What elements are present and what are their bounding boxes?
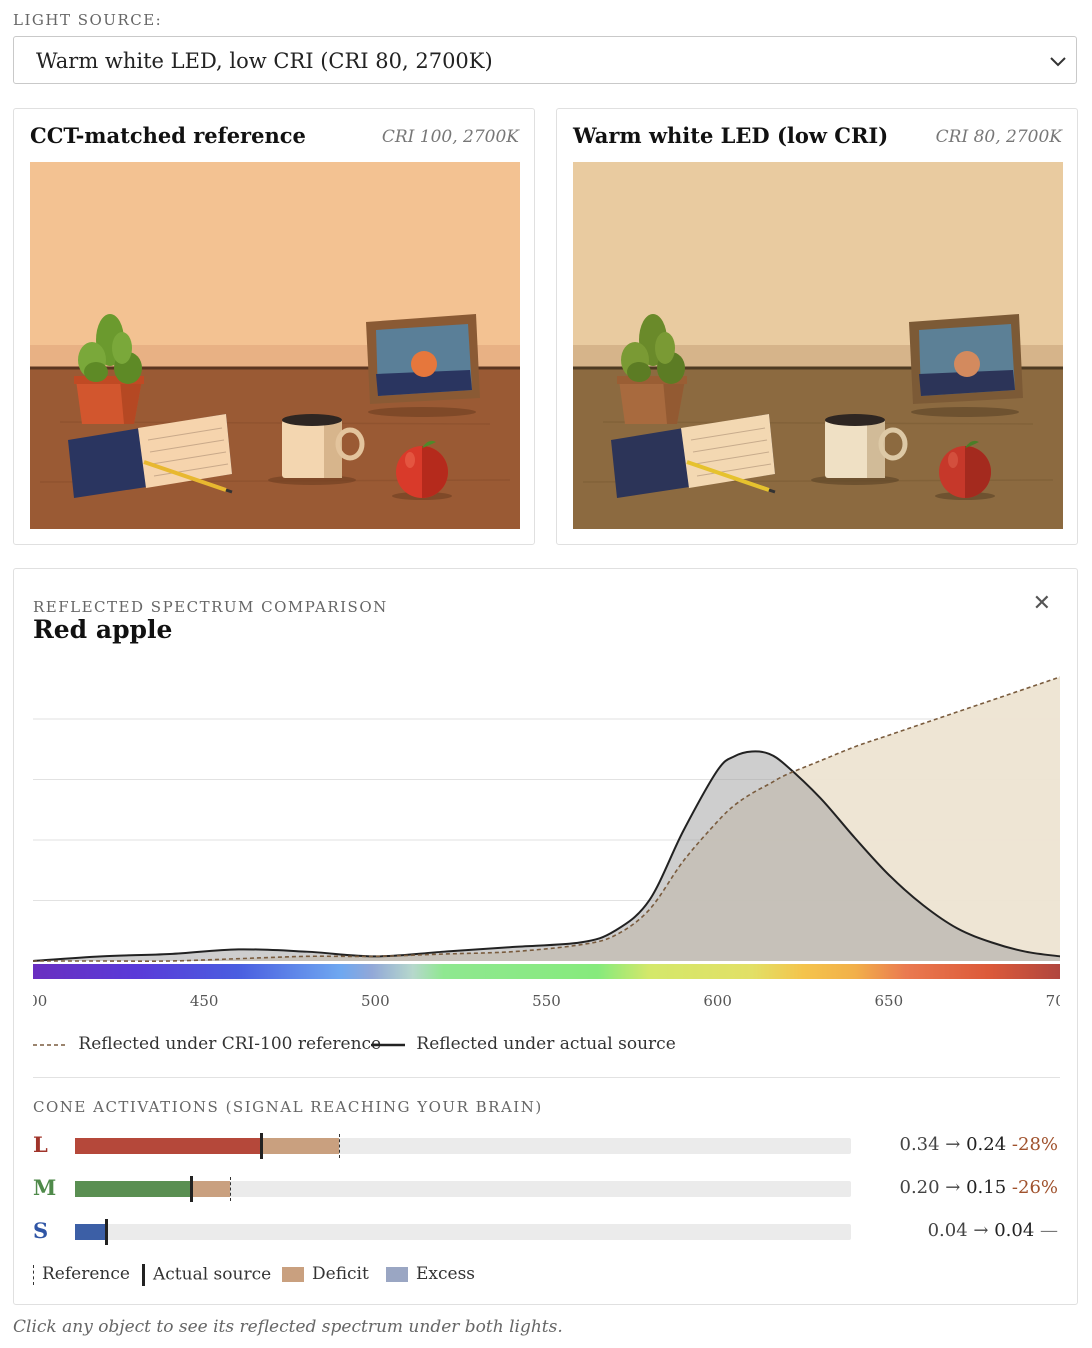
spectrum-chart: 400 450 500 550 600 650 700 bbox=[33, 676, 1060, 1010]
arrow-icon: → bbox=[939, 1134, 967, 1155]
scene-reference bbox=[30, 162, 520, 529]
warm-led-panel: Warm white LED (low CRI) CRI 80, 2700K bbox=[556, 108, 1078, 545]
divider bbox=[33, 1077, 1060, 1078]
cone-value-before: 0.34 bbox=[899, 1134, 940, 1155]
bar-legend-actual: Actual source bbox=[142, 1264, 271, 1286]
cone-actual-marker bbox=[260, 1133, 264, 1159]
cone-change: -26% bbox=[1006, 1177, 1058, 1198]
x-tick-label: 600 bbox=[703, 992, 732, 1010]
cone-value-after: 0.15 bbox=[966, 1177, 1007, 1198]
red-apple[interactable] bbox=[392, 440, 452, 500]
coffee-mug[interactable] bbox=[811, 414, 908, 485]
cone-track bbox=[75, 1133, 851, 1159]
cone-letter-l: L bbox=[33, 1132, 48, 1157]
picture-frame[interactable] bbox=[909, 314, 1023, 417]
cone-deficit-bar bbox=[261, 1138, 339, 1154]
light-source-selected: Warm white LED, low CRI (CRI 80, 2700K) bbox=[36, 49, 493, 73]
arrow-icon: → bbox=[967, 1220, 995, 1241]
dashed-line-swatch bbox=[33, 1043, 67, 1046]
x-tick-label: 450 bbox=[190, 992, 219, 1010]
panel-subtitle: CRI 100, 2700K bbox=[381, 127, 519, 147]
legend-actual: Reflected under actual source bbox=[371, 1034, 676, 1054]
cone-letter-m: M bbox=[33, 1175, 57, 1200]
notebook[interactable] bbox=[68, 414, 233, 498]
cone-value-before: 0.04 bbox=[927, 1220, 968, 1241]
cone-actual-bar bbox=[75, 1181, 192, 1197]
reference-panel: CCT-matched reference CRI 100, 2700K bbox=[13, 108, 535, 545]
spectrum-card: REFLECTED SPECTRUM COMPARISON Red apple … bbox=[13, 568, 1078, 1305]
reference-line bbox=[33, 676, 1060, 962]
scene-warm-led bbox=[573, 162, 1063, 529]
x-tick-label: 400 bbox=[33, 992, 47, 1010]
spectrum-title: Red apple bbox=[33, 615, 173, 644]
cone-value-before: 0.20 bbox=[899, 1177, 940, 1198]
spectrum-bar bbox=[33, 964, 1060, 979]
arrow-icon: → bbox=[939, 1177, 967, 1198]
cone-letter-s: S bbox=[33, 1218, 49, 1243]
cone-change: -28% bbox=[1006, 1134, 1058, 1155]
x-tick-label: 700 bbox=[1046, 992, 1060, 1010]
cone-actual-bar bbox=[75, 1138, 262, 1154]
actual-area bbox=[33, 751, 1060, 961]
x-tick-label: 550 bbox=[532, 992, 561, 1010]
x-tick-label: 650 bbox=[875, 992, 904, 1010]
cone-track bbox=[75, 1176, 851, 1202]
panel-title: CCT-matched reference bbox=[30, 123, 306, 148]
red-apple[interactable] bbox=[935, 440, 995, 500]
spectrum-kicker: REFLECTED SPECTRUM COMPARISON bbox=[33, 598, 388, 616]
legend-reference: Reflected under CRI-100 reference bbox=[33, 1034, 381, 1054]
bar-legend-actual-label: Actual source bbox=[153, 1264, 272, 1285]
potted-plant[interactable] bbox=[74, 314, 144, 424]
actual-line bbox=[33, 750, 1060, 962]
light-source-select[interactable]: Warm white LED, low CRI (CRI 80, 2700K) bbox=[13, 36, 1077, 84]
cone-actual-marker bbox=[105, 1219, 109, 1245]
chevron-down-icon bbox=[1050, 57, 1066, 67]
footnote: Click any object to see its reflected sp… bbox=[13, 1317, 563, 1337]
bar-legend-deficit-label: Deficit bbox=[312, 1264, 369, 1284]
cone-deficit-bar bbox=[191, 1181, 231, 1197]
cone-actual-bar bbox=[75, 1224, 107, 1240]
panel-subtitle: CRI 80, 2700K bbox=[935, 127, 1062, 147]
close-icon[interactable]: ✕ bbox=[1032, 591, 1051, 616]
cone-change: — bbox=[1034, 1220, 1058, 1241]
light-source-label: LIGHT SOURCE: bbox=[13, 11, 163, 29]
solid-line-swatch bbox=[371, 1043, 405, 1046]
x-tick-label: 500 bbox=[361, 992, 390, 1010]
bar-legend-reference: Reference bbox=[33, 1264, 130, 1285]
panel-title: Warm white LED (low CRI) bbox=[573, 123, 889, 148]
notebook[interactable] bbox=[611, 414, 776, 498]
cone-values: 0.34 → 0.24 -28% bbox=[900, 1134, 1059, 1155]
bar-legend-excess-label: Excess bbox=[416, 1264, 476, 1284]
coffee-mug[interactable] bbox=[268, 414, 365, 485]
bar-legend-excess: Excess bbox=[386, 1264, 475, 1284]
cone-value-after: 0.24 bbox=[966, 1134, 1007, 1155]
cone-reference-marker bbox=[338, 1134, 340, 1158]
bar-legend-deficit: Deficit bbox=[282, 1264, 369, 1284]
bar-legend-reference-label: Reference bbox=[42, 1264, 130, 1284]
cone-reference-marker bbox=[230, 1177, 232, 1201]
cone-value-after: 0.04 bbox=[994, 1220, 1035, 1241]
picture-frame[interactable] bbox=[366, 314, 480, 417]
cone-values: 0.20 → 0.15 -26% bbox=[900, 1177, 1059, 1198]
potted-plant[interactable] bbox=[617, 314, 687, 424]
legend-actual-label: Reflected under actual source bbox=[416, 1034, 676, 1054]
cone-track bbox=[75, 1219, 851, 1245]
cone-kicker: CONE ACTIVATIONS (SIGNAL REACHING YOUR B… bbox=[33, 1098, 543, 1116]
legend-reference-label: Reflected under CRI-100 reference bbox=[78, 1034, 382, 1054]
cone-actual-marker bbox=[190, 1176, 194, 1202]
cone-values: 0.04 → 0.04 — bbox=[928, 1220, 1058, 1241]
